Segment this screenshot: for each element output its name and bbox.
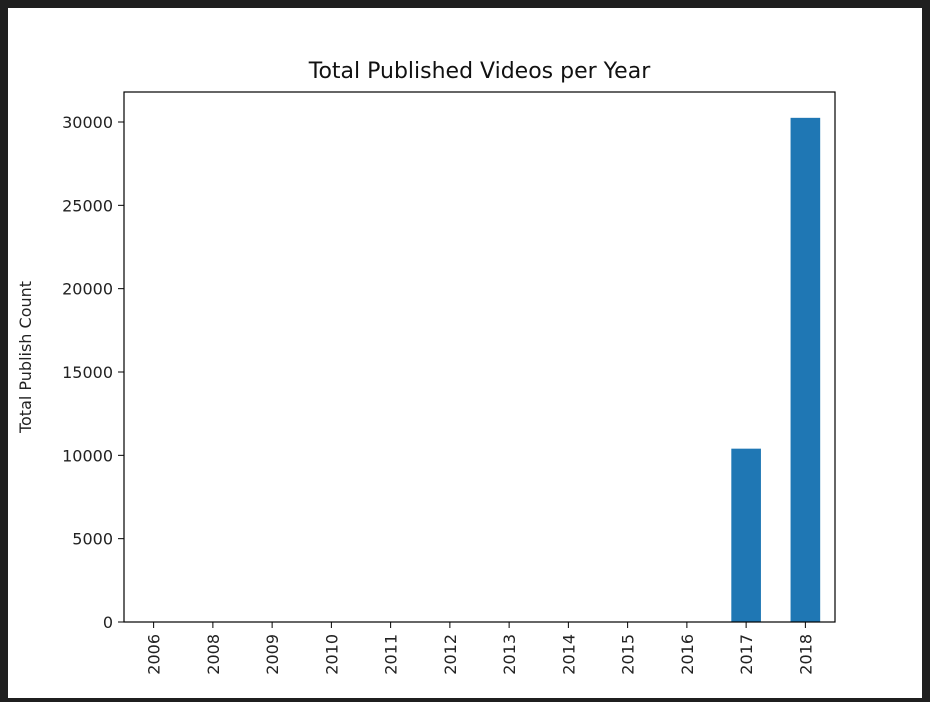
- bar-2018: [790, 117, 821, 622]
- x-tick-label-2016: 2016: [678, 634, 697, 675]
- x-tick-label-2011: 2011: [382, 634, 401, 675]
- y-tick-label-30000: 30000: [62, 113, 113, 132]
- chart-title: Total Published Videos per Year: [308, 59, 651, 84]
- x-tick-label-2015: 2015: [619, 634, 638, 675]
- y-tick-label-15000: 15000: [62, 363, 113, 382]
- plot-border: [123, 91, 836, 623]
- x-tick-label-2012: 2012: [441, 634, 460, 675]
- plot-area: 0 5000 10000 15000 20000 25000 30000 2006 2008 20…: [62, 91, 836, 675]
- bar-2017: [731, 448, 761, 622]
- y-tick-label-0: 0: [103, 613, 113, 632]
- y-tick-label-5000: 5000: [72, 530, 113, 549]
- x-tick-label-2013: 2013: [500, 634, 519, 675]
- chart-frame: Total Published Videos per Year Total Pu…: [8, 8, 922, 698]
- x-tick-label-2010: 2010: [322, 634, 341, 675]
- x-tick-label-2017: 2017: [737, 634, 756, 675]
- bar-chart: Total Published Videos per Year Total Pu…: [16, 59, 836, 675]
- y-tick-label-20000: 20000: [62, 280, 113, 299]
- x-tick-label-2008: 2008: [204, 634, 223, 675]
- x-tick-label-2018: 2018: [796, 634, 815, 675]
- y-tick-label-10000: 10000: [62, 446, 113, 465]
- y-axis-title: Total Publish Count: [16, 281, 35, 434]
- y-tick-label-25000: 25000: [62, 196, 113, 215]
- x-tick-label-2006: 2006: [145, 634, 164, 675]
- x-tick-label-2014: 2014: [559, 634, 578, 675]
- x-tick-label-2009: 2009: [263, 634, 282, 675]
